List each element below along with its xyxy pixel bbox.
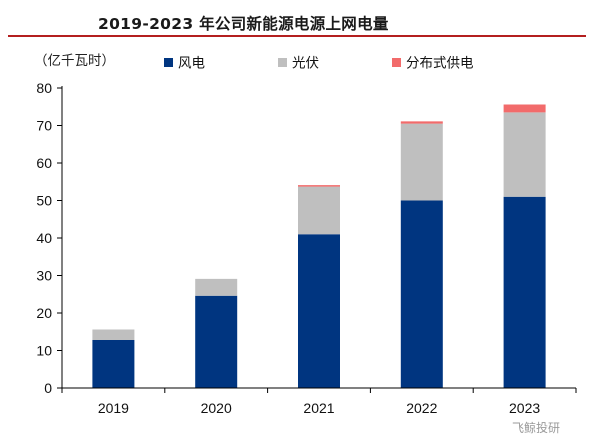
bar-distributed-2022 — [400, 121, 443, 124]
x-tick-label: 2021 — [303, 400, 334, 416]
title-rule — [8, 35, 586, 37]
legend: 风电 光伏 分布式供电 — [164, 56, 474, 72]
bar-solar-2019 — [92, 329, 135, 340]
x-tick-label: 2019 — [98, 400, 129, 416]
x-tick-label: 2022 — [406, 400, 437, 416]
y-tick-label: 20 — [36, 305, 52, 321]
y-tick-label: 40 — [36, 230, 52, 246]
legend-swatch-wind — [164, 58, 173, 67]
y-tick-label: 30 — [36, 268, 52, 284]
bar-solar-2022 — [400, 123, 443, 201]
x-axis: 2019 2020 2021 2022 2023 — [61, 387, 577, 416]
bars — [92, 104, 546, 388]
y-tick-label: 70 — [36, 118, 52, 134]
x-tick-label: 2020 — [201, 400, 232, 416]
y-tick-label: 0 — [44, 380, 52, 396]
x-tick-label: 2023 — [509, 400, 540, 416]
bar-solar-2020 — [195, 278, 238, 296]
legend-swatch-solar — [278, 58, 287, 67]
y-tick-label: 60 — [36, 155, 52, 171]
y-tick-label: 50 — [36, 193, 52, 209]
bar-solar-2021 — [298, 186, 340, 235]
legend-swatch-distributed — [392, 58, 401, 67]
bar-wind-2019 — [92, 340, 135, 388]
y-axis: 0 10 20 30 40 50 60 70 80 — [36, 80, 63, 396]
legend-label-distributed: 分布式供电 — [406, 56, 474, 72]
bar-wind-2022 — [400, 200, 443, 388]
watermark: 飞鲸投研 — [512, 421, 561, 435]
legend-label-wind: 风电 — [178, 56, 205, 72]
bar-wind-2023 — [503, 196, 546, 388]
y-axis-unit-label: （亿千瓦时） — [34, 53, 115, 69]
chart-title: 2019-2023 年公司新能源电源上网电量 — [98, 15, 389, 33]
legend-label-solar: 光伏 — [292, 56, 319, 72]
bar-distributed-2021 — [298, 185, 340, 187]
y-tick-label: 10 — [36, 343, 52, 359]
y-tick-label: 80 — [36, 80, 52, 96]
bar-wind-2021 — [298, 234, 340, 388]
bar-distributed-2023 — [503, 104, 546, 113]
bar-solar-2023 — [503, 112, 546, 197]
bar-wind-2020 — [195, 295, 238, 388]
